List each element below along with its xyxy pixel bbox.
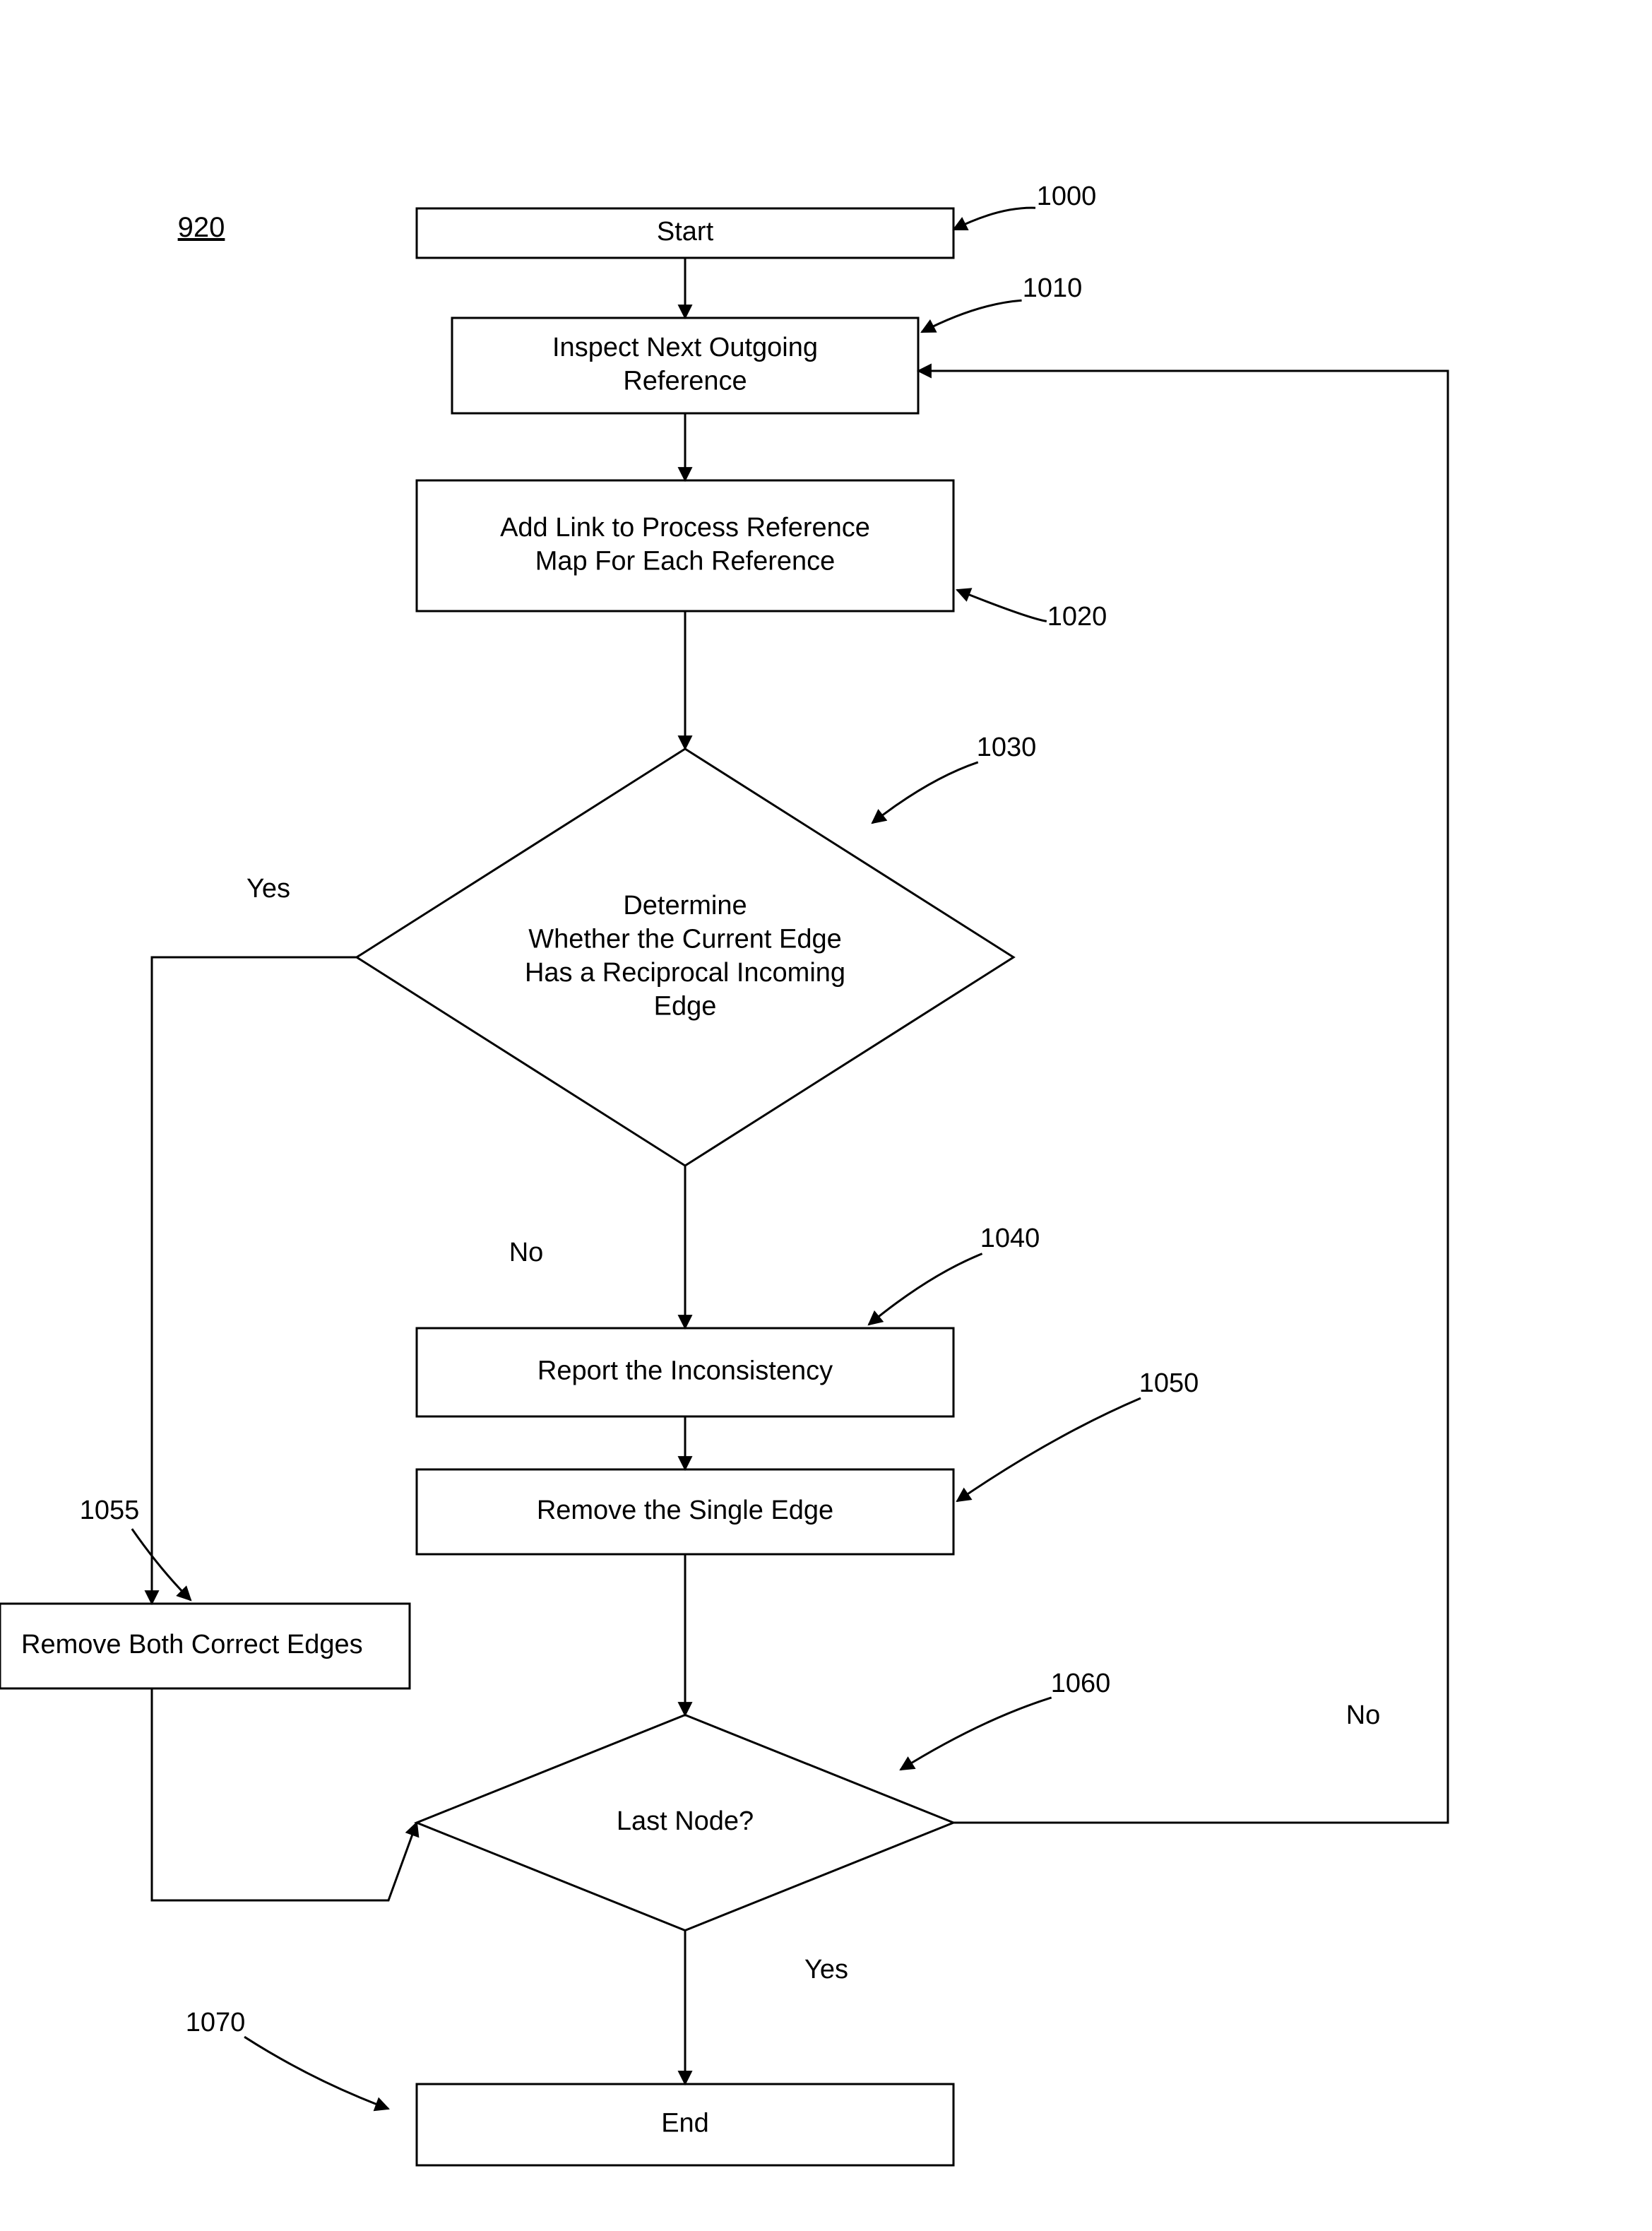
ref-1070: 1070 [186, 2008, 246, 2037]
edge-label-3: No [1346, 1700, 1381, 1730]
svg-text:Whether the Current Edge: Whether the Current Edge [528, 924, 842, 954]
ref-arrow-1020 [957, 590, 1047, 621]
ref-arrow-1055 [132, 1529, 191, 1600]
ref-1020: 1020 [1047, 602, 1107, 632]
svg-text:Remove the Single Edge: Remove the Single Edge [537, 1496, 833, 1525]
svg-text:Edge: Edge [654, 991, 717, 1021]
ref-arrow-1010 [922, 300, 1022, 332]
svg-text:Has a Reciprocal Incoming: Has a Reciprocal Incoming [525, 958, 845, 988]
ref-arrow-1000 [953, 208, 1035, 230]
svg-text:Inspect Next Outgoing: Inspect Next Outgoing [552, 333, 818, 362]
ref-1030: 1030 [977, 733, 1037, 762]
flowchart-diagram: Start Inspect Next Outgoing Reference Add L… [0, 0, 1652, 2231]
ref-arrow-1050 [957, 1398, 1141, 1501]
ref-1050: 1050 [1139, 1368, 1199, 1398]
ref-1055: 1055 [80, 1496, 140, 1525]
ref-1040: 1040 [980, 1224, 1040, 1253]
ref-arrow-1030 [872, 762, 978, 823]
ref-arrow-1040 [869, 1254, 982, 1325]
ref-1000: 1000 [1037, 182, 1097, 211]
edge-9 [918, 371, 1448, 1823]
svg-text:Reference: Reference [623, 366, 747, 396]
svg-text:Report the Inconsistency: Report the Inconsistency [537, 1356, 833, 1386]
svg-text:Last Node?: Last Node? [617, 1806, 754, 1836]
ref-1010: 1010 [1023, 273, 1083, 303]
svg-text:End: End [661, 2109, 709, 2138]
edge-label-2: Yes [804, 1955, 848, 1984]
ref-arrow-1070 [244, 2037, 388, 2109]
svg-text:Map For Each Reference: Map For Each Reference [535, 546, 836, 576]
ref-arrow-1060 [901, 1698, 1052, 1770]
svg-text:Determine: Determine [623, 891, 747, 921]
ref-1060: 1060 [1051, 1669, 1111, 1698]
edge-8 [152, 1688, 417, 1900]
edge-7 [152, 957, 357, 1604]
figure-reference: 920 [178, 212, 225, 243]
edge-label-1: No [509, 1238, 544, 1267]
svg-text:Remove Both Correct Edges: Remove Both Correct Edges [21, 1630, 363, 1659]
svg-text:Add Link to Process Reference: Add Link to Process Reference [500, 513, 870, 543]
edge-label-0: Yes [246, 874, 290, 904]
svg-text:Start: Start [657, 217, 714, 247]
